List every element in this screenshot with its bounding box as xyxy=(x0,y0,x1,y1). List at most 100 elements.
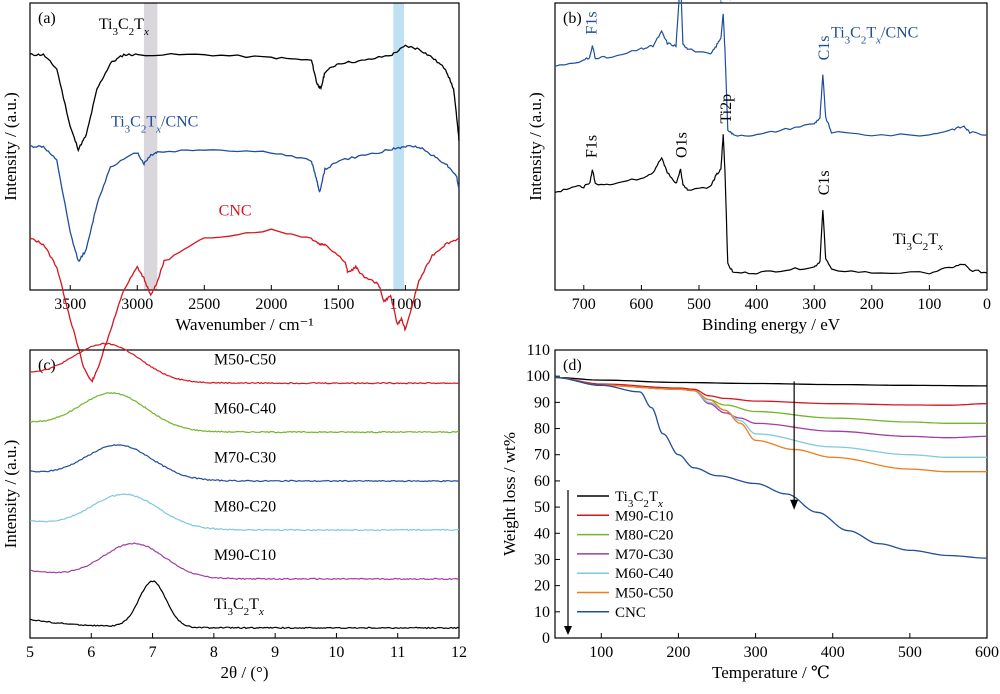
y-axis-title: Intensity / (a.u.) xyxy=(1,440,20,549)
peak-label: F1s xyxy=(584,11,601,34)
x-tick-label: 0 xyxy=(983,296,991,313)
x-tick-label: 300 xyxy=(744,644,768,661)
series-line-m70-c30 xyxy=(29,444,460,483)
x-tick-label: 12 xyxy=(451,644,467,661)
series-label-cnc: CNC xyxy=(219,202,252,219)
y-tick-label: 30 xyxy=(534,551,550,568)
y-tick-label: 20 xyxy=(534,578,550,595)
y-tick-label: 80 xyxy=(534,421,550,438)
series-line-m80-c20 xyxy=(29,493,459,532)
series-line-ti3c2tx xyxy=(29,44,460,153)
x-tick-label: 2500 xyxy=(188,296,220,313)
panel-label: (b) xyxy=(563,10,582,27)
panel-label: (a) xyxy=(38,10,56,27)
y-axis-title: Weight loss / wt% xyxy=(500,432,519,556)
panel-c: 5 6 7 8 9 10 11 12 (c) 2θ / (°) Intensity / (a.u.)… xyxy=(1,342,467,682)
series-line-m90-c10 xyxy=(554,376,987,406)
x-tick-label: 8 xyxy=(210,644,218,661)
y-tick-label: 110 xyxy=(527,342,550,359)
series-line-cnc xyxy=(554,376,987,559)
series-label-ti3c2tx: Ti3C2Tx xyxy=(214,596,264,618)
x-tick-label: 3000 xyxy=(121,296,153,313)
series-line-m50-c50 xyxy=(554,376,987,473)
series-label-m70-c30: M70-C30 xyxy=(214,449,276,466)
peak-label: Ti2p xyxy=(718,0,735,3)
legend-label-m60-c40: M60-C40 xyxy=(615,566,673,582)
y-tick-label: 0 xyxy=(542,630,550,647)
series-line-ti3c2tx xyxy=(554,134,988,275)
x-tick-label: 3500 xyxy=(54,296,86,313)
y-axis-title: Intensity / (a.u.) xyxy=(526,92,545,201)
y-tick-label: 100 xyxy=(526,368,550,385)
x-tick-label: 100 xyxy=(589,644,613,661)
legend-label-ti3c2tx: Ti3C2Tx xyxy=(615,489,663,510)
panel-label: (d) xyxy=(563,357,582,374)
series-label-ti3c2tx-cnc: Ti3C2Tx/CNC xyxy=(111,113,198,135)
panel-label: (c) xyxy=(38,357,56,374)
series-line-ti3c2tx xyxy=(29,580,460,630)
x-tick-label: 200 xyxy=(860,296,884,313)
series-label-m90-c10: M90-C10 xyxy=(214,547,276,564)
highlight-band xyxy=(393,3,405,290)
x-tick-label: 2000 xyxy=(255,296,287,313)
plot-frame xyxy=(29,349,460,639)
x-tick-label: 1500 xyxy=(322,296,354,313)
panel-d: 100 200 300 400 500 600(d)Temperature / ℃Weig… xyxy=(500,342,999,682)
x-tick-label: 9 xyxy=(271,644,279,661)
x-tick-label: 500 xyxy=(687,296,711,313)
legend-label-m50-c50: M50-C50 xyxy=(615,586,673,602)
series-label-m80-c20: M80-C20 xyxy=(214,498,276,515)
x-tick-label: 400 xyxy=(745,296,769,313)
series-line-m90-c10 xyxy=(29,542,460,581)
peak-label: F1s xyxy=(584,135,601,158)
highlight-band xyxy=(143,3,158,290)
panel-a: 3500 3000 2500 2000 1500 1000(a)Wavenumber / … xyxy=(1,2,460,383)
y-tick-label: 70 xyxy=(534,447,550,464)
x-tick-label: 100 xyxy=(917,296,941,313)
series-label-m60-c40: M60-C40 xyxy=(214,400,276,417)
trend-arrow-head xyxy=(790,499,799,510)
legend-label-m90-c10: M90-C10 xyxy=(615,508,673,524)
series-line-cnc xyxy=(29,228,460,383)
x-tick-label: 7 xyxy=(149,644,157,661)
x-tick-label: 400 xyxy=(821,644,845,661)
plot-frame xyxy=(29,2,460,291)
plot-frame xyxy=(554,2,988,291)
y-tick-label: 60 xyxy=(534,473,550,490)
x-axis-title: Binding energy / eV xyxy=(702,315,841,334)
panel-b: 700 600 500 400 300 200 100 0 (b) Binding energy … xyxy=(526,0,991,334)
series-label-ti3c2tx-cnc: Ti3C2Tx/CNC xyxy=(831,24,918,46)
x-tick-label: 600 xyxy=(629,296,653,313)
peak-label: O1s xyxy=(674,132,691,158)
legend-label-cnc: CNC xyxy=(615,605,646,621)
legend-label-m80-c20: M80-C20 xyxy=(615,528,673,544)
x-tick-label: 200 xyxy=(666,644,690,661)
x-tick-label: 500 xyxy=(898,644,922,661)
y-tick-label: 50 xyxy=(534,499,550,516)
x-tick-label: 11 xyxy=(390,644,405,661)
y-tick-label: 90 xyxy=(534,394,550,411)
x-axis-title: Temperature / ℃ xyxy=(712,663,830,682)
series-label-ti3c2tx: Ti3C2Tx xyxy=(893,231,943,253)
series-line-ti3c2tx-cnc xyxy=(554,0,988,137)
x-tick-label: 600 xyxy=(975,644,999,661)
x-tick-label: 5 xyxy=(26,644,34,661)
legend-arrow-head xyxy=(564,626,572,635)
y-tick-label: 40 xyxy=(534,525,550,542)
series-line-m60-c40 xyxy=(29,392,460,434)
y-axis-title: Intensity / (a.u.) xyxy=(1,92,20,201)
x-tick-label: 300 xyxy=(802,296,826,313)
peak-label: Ti2p xyxy=(718,94,735,124)
x-tick-label: 700 xyxy=(572,296,596,313)
x-tick-label: 6 xyxy=(87,644,95,661)
legend-label-m70-c30: M70-C30 xyxy=(615,547,673,563)
series-line-ti3c2tx xyxy=(554,376,987,387)
x-axis-title: Wavenumber / cm⁻¹ xyxy=(175,315,313,334)
series-line-m60-c40 xyxy=(554,376,987,458)
y-tick-label: 10 xyxy=(534,604,550,621)
peak-label: C1s xyxy=(816,170,833,195)
series-line-ti3c2tx-cnc xyxy=(29,144,460,262)
peak-label: C1s xyxy=(816,35,833,60)
plot-frame xyxy=(554,349,988,639)
